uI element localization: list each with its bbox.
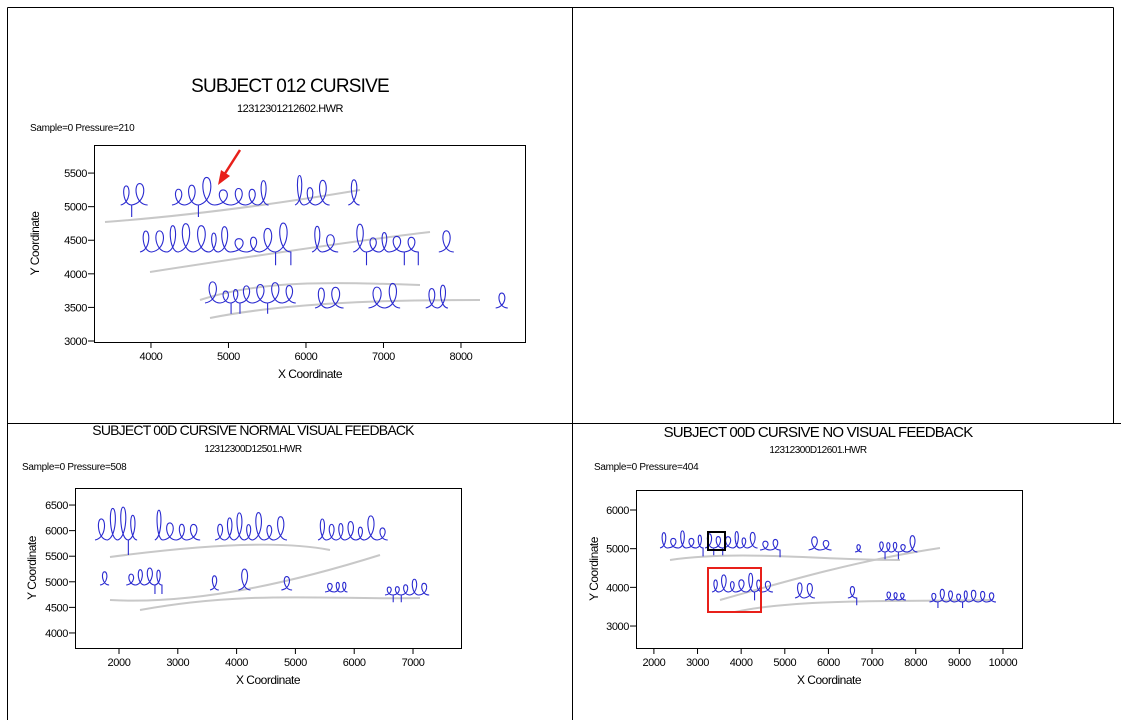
arrow [224, 150, 240, 175]
x-tick-label: 4000 [140, 351, 163, 363]
plot-frame [95, 146, 526, 343]
x-tick-label: 2000 [642, 657, 665, 669]
ink-stroke [312, 224, 454, 265]
x-tick-label: 8000 [450, 351, 473, 363]
chart: SUBJECT 00D CURSIVE NORMAL VISUAL FEEDBA… [22, 422, 462, 687]
ink-stroke [760, 537, 845, 557]
x-axis-label: X Coordinate [236, 673, 301, 687]
arrow-head [218, 170, 230, 185]
x-tick-label: 5000 [284, 657, 307, 669]
x-tick-label: 7000 [861, 657, 884, 669]
y-tick-label: 4500 [45, 602, 68, 614]
x-tick-label: 5000 [217, 351, 240, 363]
y-tick-label: 4000 [606, 582, 629, 594]
chart-title: SUBJECT 012 CURSIVE [191, 76, 389, 97]
x-tick-label: 5000 [773, 657, 796, 669]
plot-frame [76, 489, 462, 649]
annotations [218, 150, 761, 612]
y-tick-label: 6000 [45, 526, 68, 538]
chart: SUBJECT 00D CURSIVE NO VISUAL FEEDBACK 12… [587, 424, 1023, 687]
y-tick-label: 3500 [64, 302, 87, 314]
x-tick-label: 3000 [166, 657, 189, 669]
ink-stroke [885, 592, 906, 600]
x-tick-label: 7000 [402, 657, 425, 669]
y-tick-label: 3000 [606, 621, 629, 633]
handwriting [95, 175, 1010, 612]
ink-stroke [660, 531, 703, 557]
ink-stroke [705, 532, 758, 556]
y-tick-label: 5500 [45, 551, 68, 563]
panel-borders [8, 8, 1121, 721]
x-tick-label: 3000 [686, 657, 709, 669]
y-tick-label: 3000 [64, 336, 87, 348]
chart: SUBJECT 012 CURSIVE 12312301212602.HWR Sam… [28, 76, 526, 381]
ink-stroke [140, 223, 291, 265]
x-tick-label: 6000 [295, 351, 318, 363]
pen-up-stroke [200, 283, 420, 300]
x-tick-label: 8000 [904, 657, 927, 669]
y-tick-label: 6500 [45, 500, 68, 512]
sample-annotation: Sample=0 Pressure=508 [22, 462, 127, 473]
ink-stroke [295, 175, 360, 205]
y-axis-label: Y Coordinate [587, 536, 601, 601]
ink-stroke [318, 516, 403, 540]
x-tick-label: 2000 [108, 657, 131, 669]
y-axis-label: Y Coordinate [28, 211, 42, 276]
y-tick-label: 4000 [64, 269, 87, 281]
x-tick-label: 9000 [948, 657, 971, 669]
sample-annotation: Sample=0 Pressure=404 [594, 462, 699, 473]
chart-subtitle: 12312300D12601.HWR [769, 445, 866, 456]
y-tick-label: 5000 [45, 577, 68, 589]
pen-up-stroke [670, 556, 900, 560]
x-tick-label: 7000 [372, 351, 395, 363]
ink-stroke [315, 283, 508, 308]
y-tick-label: 4500 [64, 235, 87, 247]
ink-stroke [325, 582, 362, 592]
chart-title: SUBJECT 00D CURSIVE NO VISUAL FEEDBACK [664, 424, 974, 441]
y-tick-label: 5000 [64, 202, 87, 214]
y-tick-label: 4000 [45, 628, 68, 640]
y-tick-label: 6000 [606, 505, 629, 517]
y-tick-label: 5500 [64, 168, 87, 180]
pen-up-stroke [110, 555, 380, 601]
chart-title: SUBJECT 00D CURSIVE NORMAL VISUAL FEEDBA… [92, 422, 415, 438]
x-tick-label: 4000 [730, 657, 753, 669]
y-axis-label: Y Coordinate [25, 535, 39, 600]
pen-up-stroke [110, 545, 330, 557]
x-tick-label: 10000 [989, 657, 1018, 669]
chart-subtitle: 12312301212602.HWR [237, 103, 344, 115]
y-tick-label: 5000 [606, 544, 629, 556]
ink-stroke [100, 568, 179, 594]
ink-stroke [205, 282, 296, 314]
ink-stroke [215, 513, 287, 540]
ink-stroke [930, 589, 1011, 608]
x-tick-label: 4000 [225, 657, 248, 669]
ink-stroke [121, 177, 269, 217]
x-tick-label: 6000 [343, 657, 366, 669]
chart-subtitle: 12312300D12501.HWR [204, 444, 301, 455]
sample-annotation: Sample=0 Pressure=210 [30, 123, 135, 134]
ink-stroke [210, 569, 292, 590]
x-axis-label: X Coordinate [797, 673, 862, 687]
x-tick-label: 6000 [817, 657, 840, 669]
x-axis-label: X Coordinate [278, 367, 343, 381]
